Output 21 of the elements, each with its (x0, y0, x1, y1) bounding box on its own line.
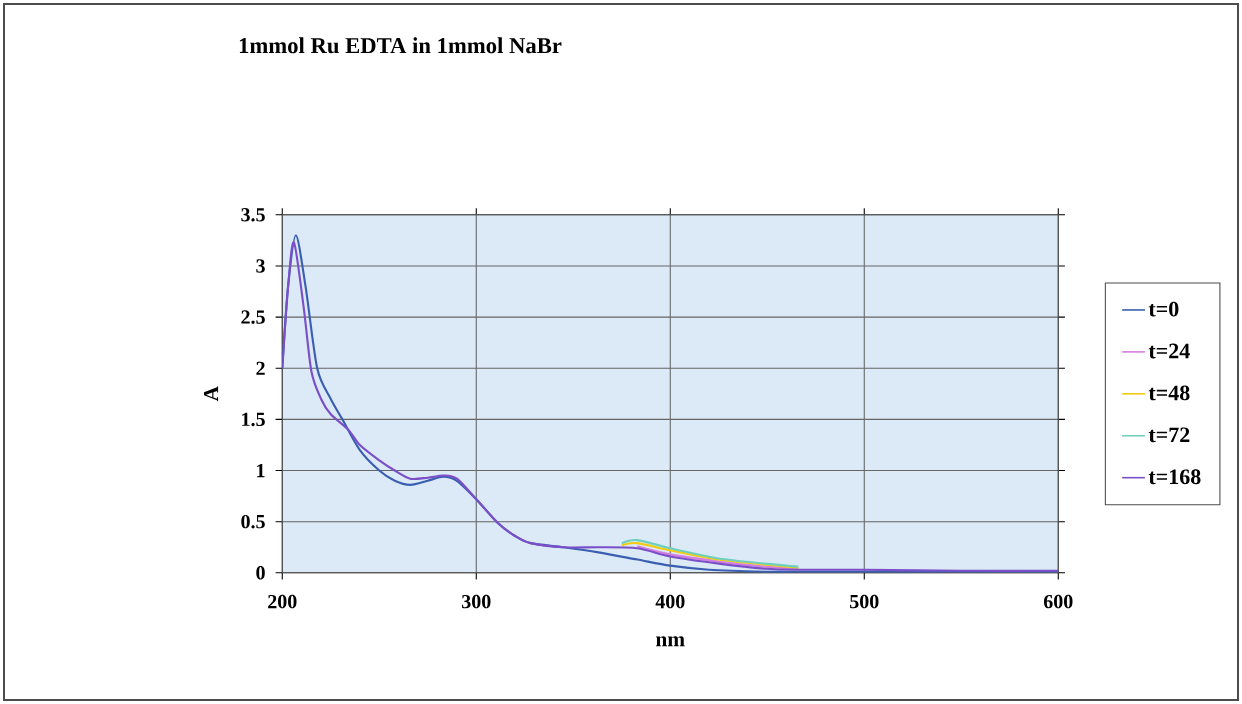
y-tick-label: 3.5 (241, 208, 265, 222)
y-tick-label: 1.5 (242, 412, 265, 427)
chart-title: 1mmol Ru EDTA in 1mmol NaBr (239, 37, 562, 54)
legend-label: t=0 (1148, 301, 1179, 317)
y-tick-label: 3 (256, 259, 265, 273)
x-tick-label: 400 (655, 594, 685, 609)
y-tick-label: 0 (256, 566, 265, 580)
y-tick-label: 1 (257, 463, 265, 478)
x-tick-label: 600 (1043, 594, 1073, 609)
legend-label: t=48 (1148, 385, 1190, 401)
x-tick-label: 300 (462, 594, 491, 609)
y-tick-label: 2.5 (241, 310, 265, 324)
y-axis-title: A (204, 386, 219, 402)
x-tick-label: 200 (268, 594, 297, 609)
x-tick-label: 500 (850, 594, 879, 609)
y-tick-label: 0.5 (241, 514, 265, 529)
y-tick-label: 2 (256, 361, 265, 375)
legend-label: t=72 (1148, 427, 1190, 443)
x-axis-title: nm (656, 636, 685, 647)
legend-label: t=168 (1148, 469, 1201, 485)
legend-label: t=24 (1148, 343, 1190, 359)
